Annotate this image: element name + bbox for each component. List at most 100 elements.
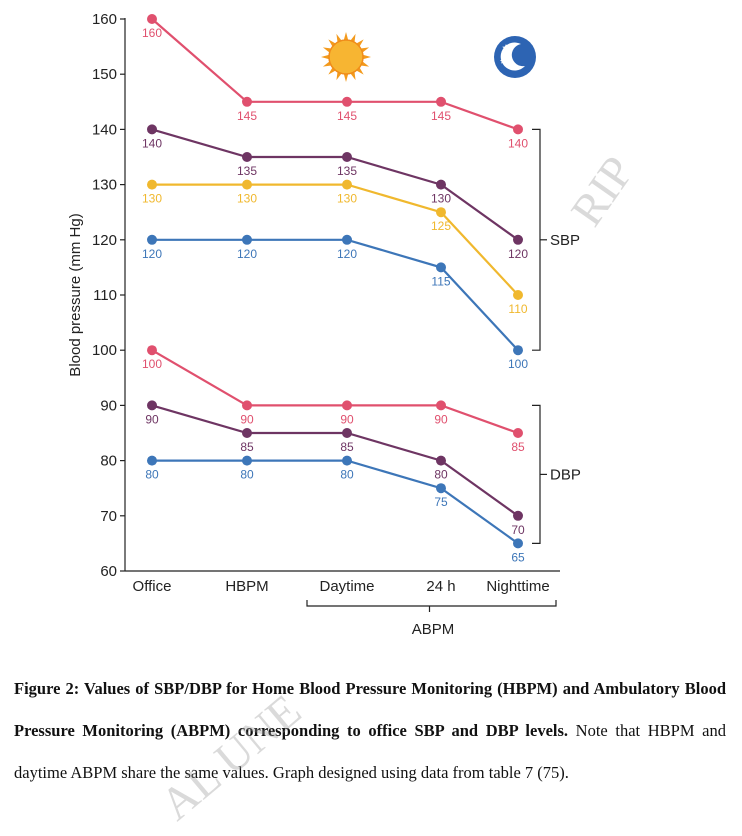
data-label: 120 — [237, 247, 257, 261]
data-label: 135 — [237, 164, 257, 178]
star-icon — [499, 57, 507, 64]
sbp-label: SBP — [550, 232, 580, 249]
data-label: 90 — [240, 412, 254, 426]
sun-ray — [343, 73, 349, 82]
data-label: 110 — [508, 302, 527, 316]
data-label: 130 — [142, 192, 162, 206]
series-1: 160 145 145 145 140 — [142, 14, 528, 150]
series-5: 100 90 90 90 85 — [142, 345, 525, 454]
data-label: 160 — [142, 26, 162, 40]
data-label: 100 — [508, 357, 528, 371]
data-point — [342, 234, 352, 245]
sun-icon — [321, 32, 371, 82]
x-tick-label: Daytime — [319, 578, 374, 595]
figure-caption: Figure 2: Values of SBP/DBP for Home Blo… — [14, 668, 726, 794]
sun-ray — [350, 71, 356, 81]
y-tick-label: 80 — [100, 453, 117, 470]
sun-ray — [336, 71, 342, 81]
star-icon — [510, 64, 516, 70]
data-point — [147, 234, 157, 245]
data-point — [242, 234, 252, 245]
caption-bold: Figure 2: Values of SBP/DBP for Home Blo… — [14, 679, 726, 740]
data-point — [436, 400, 446, 411]
data-point — [436, 96, 446, 107]
sun-ray — [343, 32, 349, 41]
sbp-bracket — [532, 128, 541, 351]
icons — [321, 32, 536, 82]
y-tick-label: 130 — [92, 177, 117, 194]
star-icon — [502, 44, 510, 52]
y-tick-label: 120 — [92, 232, 117, 249]
data-label: 130 — [337, 192, 357, 206]
sun-ray — [360, 61, 370, 67]
data-label: 80 — [434, 468, 448, 482]
series-4: 120 120 120 115 100 — [142, 234, 528, 371]
series-line — [152, 459, 519, 545]
series-line — [151, 18, 519, 131]
data-label: 70 — [511, 523, 525, 537]
y-tick-label: 140 — [92, 121, 117, 138]
x-tick-label: HBPM — [225, 578, 268, 595]
data-point — [342, 179, 352, 190]
y-tick-label: 90 — [100, 397, 117, 414]
dbp-label: DBP — [550, 466, 581, 483]
sun-ray — [362, 54, 371, 60]
data-label: 90 — [340, 412, 354, 426]
series-3: 130 130 130 125 110 — [142, 179, 528, 316]
sun-ray — [322, 61, 332, 67]
brackets: ABPM SBP DBP — [306, 128, 581, 638]
data-point — [513, 538, 523, 549]
data-point — [513, 428, 523, 438]
x-tick-label: Nighttime — [486, 578, 549, 595]
data-label: 100 — [142, 357, 162, 371]
sun-ray — [360, 47, 370, 53]
y-axis-title: Blood pressure (mm Hg) — [67, 213, 84, 376]
data-label: 140 — [142, 136, 162, 150]
data-label: 80 — [340, 468, 354, 482]
data-label: 145 — [237, 109, 257, 123]
data-point — [513, 290, 523, 300]
data-point — [147, 400, 157, 411]
data-point — [342, 455, 352, 466]
data-label: 85 — [240, 440, 254, 454]
moon-icon — [494, 36, 536, 78]
x-tick-label: 24 h — [426, 578, 455, 595]
data-label: 120 — [142, 247, 162, 261]
data-label: 75 — [434, 495, 448, 509]
data-point — [342, 96, 352, 107]
data-point — [242, 152, 252, 162]
data-point — [242, 400, 252, 411]
y-tick-label: 70 — [100, 508, 117, 525]
sun-disc — [328, 39, 364, 75]
sun-ray — [350, 33, 356, 43]
data-point — [513, 124, 523, 135]
series-6: 90 85 85 80 70 — [145, 400, 525, 537]
data-point — [242, 428, 252, 438]
data-point — [242, 455, 252, 466]
caption-normal: Note that HBPM and daytime ABPM share th… — [14, 721, 726, 782]
sun-ray — [336, 33, 342, 43]
data-point — [242, 179, 252, 190]
data-label: 125 — [431, 219, 451, 233]
data-label: 120 — [508, 247, 528, 261]
data-point — [342, 400, 352, 411]
series-line — [152, 238, 519, 351]
data-point — [513, 345, 523, 356]
sun-ray — [321, 54, 330, 60]
axes: 60 70 80 90 100 110 120 130 140 150 160 Blood press… — [67, 11, 560, 595]
data-point — [436, 483, 446, 494]
data-label: 90 — [434, 412, 448, 426]
y-tick-label: 160 — [92, 11, 117, 28]
data-point — [147, 124, 157, 135]
data-label: 65 — [511, 550, 525, 564]
data-point — [242, 96, 252, 107]
y-tick-label: 110 — [93, 287, 117, 304]
data-label: 115 — [431, 274, 450, 288]
data-point — [513, 510, 523, 521]
y-tick-label: 150 — [92, 66, 117, 83]
data-label: 80 — [145, 468, 159, 482]
data-point — [147, 14, 157, 24]
sun-ray — [322, 47, 332, 53]
abpm-bracket — [306, 600, 557, 607]
